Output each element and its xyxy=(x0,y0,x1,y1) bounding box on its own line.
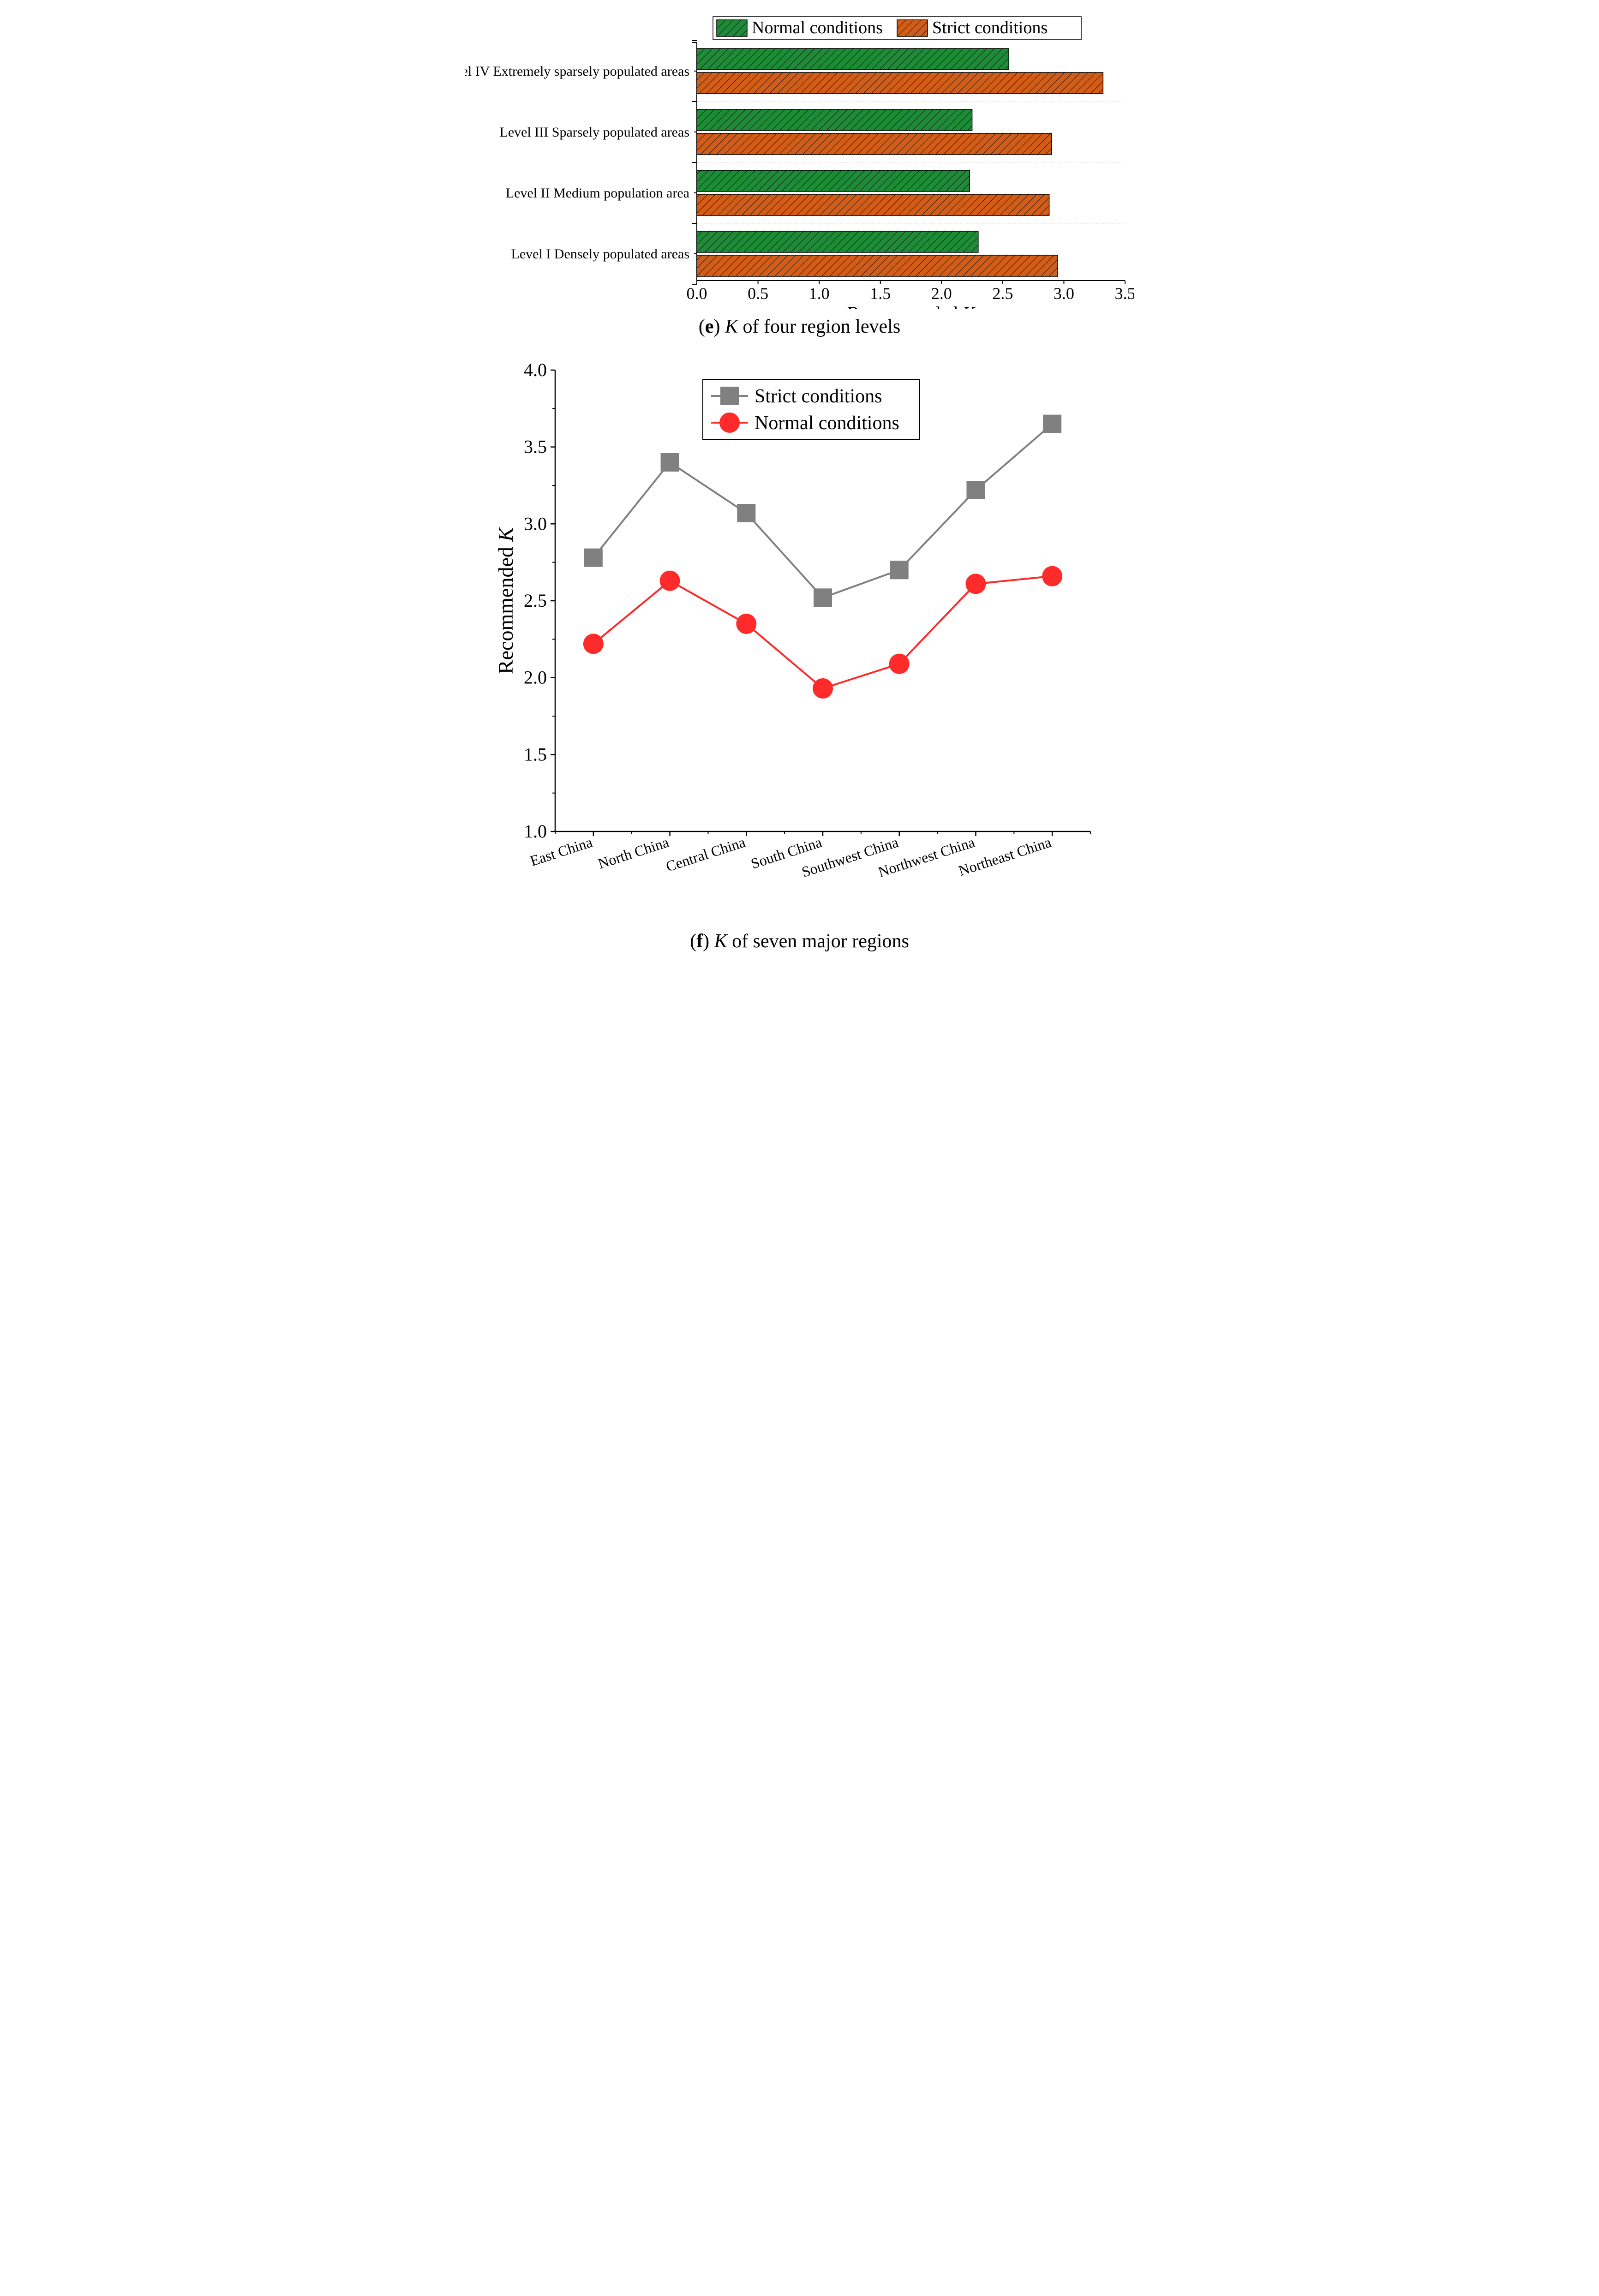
svg-text:Level IV Extremely sparsely po: Level IV Extremely sparsely populated ar… xyxy=(465,64,689,79)
marker-circle xyxy=(813,678,833,699)
bar xyxy=(697,133,1052,155)
bar xyxy=(697,170,970,191)
bar xyxy=(697,255,1058,276)
bar xyxy=(697,72,1103,94)
svg-text:0.0: 0.0 xyxy=(686,284,707,303)
svg-text:Central China: Central China xyxy=(664,833,747,874)
marker-circle xyxy=(583,634,603,654)
svg-text:Recommended K: Recommended K xyxy=(495,526,517,674)
bar xyxy=(697,194,1049,215)
marker-square xyxy=(737,504,755,522)
svg-text:Level II Medium population are: Level II Medium population area xyxy=(505,185,689,201)
marker-square xyxy=(814,588,832,607)
svg-text:2.5: 2.5 xyxy=(992,284,1013,303)
marker-circle xyxy=(736,614,756,634)
svg-text:Level I Densely populated area: Level I Densely populated areas xyxy=(511,246,689,262)
marker-square xyxy=(966,481,985,499)
caption-e-rest: of four region levels xyxy=(743,316,900,337)
svg-text:North China: North China xyxy=(596,833,671,872)
svg-text:Normal conditions: Normal conditions xyxy=(755,413,899,434)
svg-text:1.0: 1.0 xyxy=(524,821,547,842)
svg-text:1.0: 1.0 xyxy=(808,284,829,303)
svg-text:3.5: 3.5 xyxy=(1114,284,1134,303)
svg-text:2.0: 2.0 xyxy=(931,284,952,303)
caption-f-letter: f xyxy=(696,931,703,952)
svg-text:0.5: 0.5 xyxy=(748,284,768,303)
svg-text:Level III Sparsely populated a: Level III Sparsely populated areas xyxy=(499,125,689,140)
svg-text:Strict conditions: Strict conditions xyxy=(932,18,1048,37)
bar-chart-e: Normal conditions Strict conditions 0.0 0.5… xyxy=(465,14,1134,309)
bar xyxy=(697,231,978,252)
figure-f: 1.01.52.02.53.03.54.0East ChinaNorth Chi… xyxy=(14,361,1585,952)
bar xyxy=(697,48,1009,70)
marker-square xyxy=(660,453,679,472)
figure-e: Normal conditions Strict conditions 0.0 0.5… xyxy=(14,14,1585,338)
svg-text:4.0: 4.0 xyxy=(524,361,547,380)
caption-f: (f) K of seven major regions xyxy=(14,930,1585,952)
marker-circle xyxy=(889,654,909,674)
svg-text:3.5: 3.5 xyxy=(524,436,547,457)
svg-text:Strict conditions: Strict conditions xyxy=(755,386,882,407)
marker-circle xyxy=(965,574,986,594)
svg-text:1.5: 1.5 xyxy=(870,284,891,303)
marker-circle xyxy=(659,571,680,591)
svg-text:2.0: 2.0 xyxy=(524,667,547,688)
svg-text:Recommended K: Recommended K xyxy=(847,303,976,309)
svg-text:1.5: 1.5 xyxy=(524,744,547,765)
marker-circle xyxy=(1042,566,1062,586)
bar xyxy=(697,109,972,131)
caption-f-rest: of seven major regions xyxy=(732,931,909,952)
marker-square xyxy=(1043,415,1061,433)
series-line xyxy=(593,424,1052,598)
svg-text:3.0: 3.0 xyxy=(524,513,547,534)
caption-e: (e) K of four region levels xyxy=(14,316,1585,338)
marker-square xyxy=(584,549,602,567)
svg-text:Normal conditions: Normal conditions xyxy=(752,18,883,37)
svg-text:3.0: 3.0 xyxy=(1053,284,1074,303)
marker-square xyxy=(890,561,908,579)
line-chart-f: 1.01.52.02.53.03.54.0East ChinaNorth Chi… xyxy=(495,361,1104,924)
svg-text:2.5: 2.5 xyxy=(524,590,547,611)
caption-e-letter: e xyxy=(705,316,714,337)
